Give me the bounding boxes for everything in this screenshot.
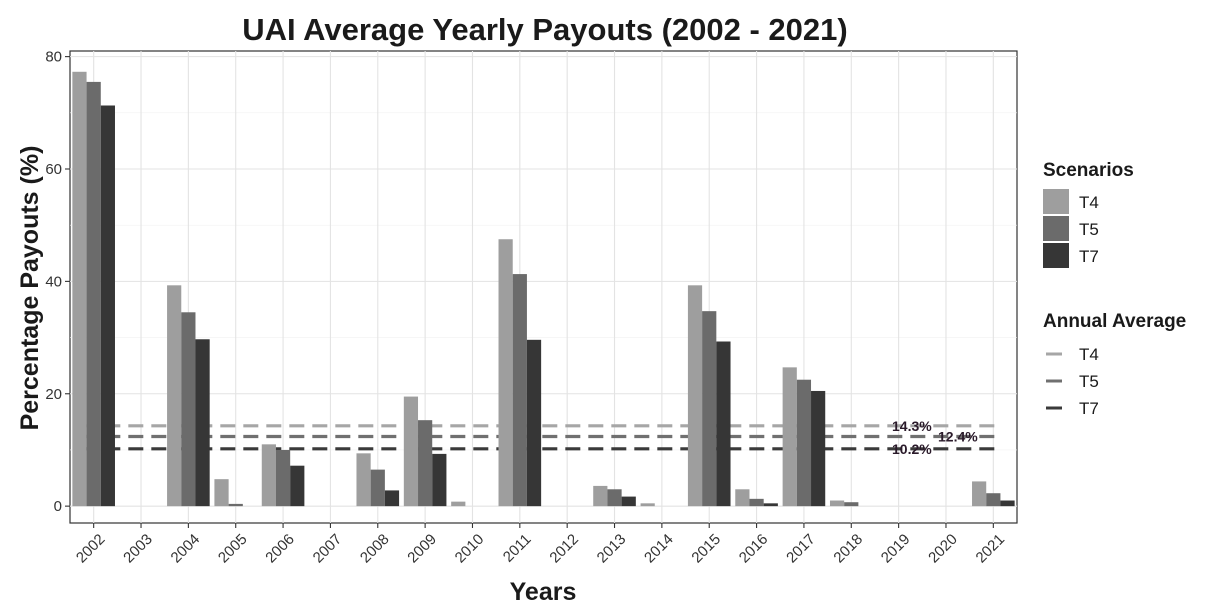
x-tick-label: 2019 (878, 531, 914, 567)
bars (72, 71, 1015, 507)
x-tick-label: 2007 (310, 531, 346, 567)
legend-label-t5: T5 (1079, 220, 1099, 239)
bar-t4-2009 (403, 396, 419, 507)
x-tick-label: 2004 (168, 531, 204, 567)
x-tick-label: 2009 (404, 531, 440, 567)
average-label-t7: 10.2% (892, 441, 932, 457)
x-tick-label: 2012 (546, 531, 582, 567)
y-tick-label: 20 (45, 386, 62, 403)
x-tick-label: 2005 (215, 531, 251, 567)
bar-t7-2006 (290, 465, 305, 507)
bar-t7-2002 (100, 105, 115, 507)
bar-t4-2018 (829, 500, 845, 507)
legend: Scenarios T4 T5 T7 Annual Average T4 T5 T7 (1043, 160, 1186, 418)
legend-average-label-t7: T7 (1079, 399, 1099, 418)
x-axis-title: Years (510, 578, 577, 603)
legend-key-t5 (1043, 216, 1069, 241)
bar-t5-2017 (796, 379, 812, 507)
bar-t5-2011 (512, 274, 527, 507)
x-tick-label: 2008 (357, 531, 393, 567)
x-tick-label: 2016 (736, 531, 772, 567)
legend-label-t4: T4 (1079, 193, 1099, 212)
legend-title-annual-average: Annual Average (1043, 311, 1186, 332)
x-tick-label: 2003 (120, 531, 156, 567)
bar-t5-2015 (702, 311, 717, 507)
x-tick-label: 2002 (73, 531, 109, 567)
bar-t4-2016 (735, 489, 750, 507)
bar-t5-2018 (844, 502, 859, 507)
bar-t7-2009 (432, 453, 447, 507)
bar-t4-2011 (498, 239, 513, 507)
bar-t7-2011 (526, 339, 542, 507)
bar-t4-2002 (72, 71, 87, 507)
legend-title-scenarios: Scenarios (1043, 160, 1134, 181)
chart-title: UAI Average Yearly Payouts (2002 - 2021) (242, 12, 847, 47)
x-tick-label: 2017 (783, 531, 819, 567)
bar-t4-2005 (214, 479, 229, 507)
bar-t5-2008 (370, 469, 385, 507)
bar-t5-2013 (607, 489, 622, 507)
bar-t5-2002 (86, 81, 101, 507)
x-tick-label: 2018 (830, 531, 866, 567)
y-axis-title: Percentage Payouts (%) (16, 146, 44, 431)
x-tick-label: 2013 (594, 531, 630, 567)
bar-t5-2009 (418, 420, 433, 507)
bar-t5-2021 (986, 493, 1001, 507)
legend-average-label-t5: T5 (1079, 372, 1099, 391)
average-lines (82, 424, 998, 451)
x-tick-label: 2020 (925, 531, 961, 567)
bar-t4-2010 (451, 501, 466, 507)
y-tick-label: 40 (45, 273, 62, 290)
bar-t4-2017 (782, 367, 797, 507)
legend-average-label-t4: T4 (1079, 345, 1099, 364)
y-axis: 0 20 40 60 80 (45, 49, 70, 515)
bar-t4-2006 (261, 444, 276, 507)
bar-t4-2008 (356, 453, 371, 507)
bar-t7-2013 (621, 496, 636, 507)
legend-label-t7: T7 (1079, 247, 1099, 266)
y-tick-label: 80 (45, 49, 62, 66)
bar-t7-2017 (811, 390, 826, 507)
bar-t5-2004 (181, 312, 196, 507)
average-labels: 14.3% 12.4% 10.2% (892, 418, 978, 457)
y-tick-label: 0 (54, 498, 62, 515)
bar-t5-2005 (228, 503, 243, 507)
x-tick-label: 2006 (262, 531, 298, 567)
x-tick-label: 2014 (641, 531, 677, 567)
average-label-t5: 12.4% (938, 428, 978, 444)
bar-t7-2008 (384, 490, 400, 507)
bar-t7-2016 (763, 503, 778, 507)
bar-t7-2021 (1000, 500, 1015, 507)
average-label-t4: 14.3% (892, 418, 932, 434)
bar-t7-2004 (195, 339, 210, 507)
bar-t4-2013 (593, 485, 608, 507)
legend-key-t7 (1043, 243, 1069, 268)
x-tick-label: 2010 (452, 531, 488, 567)
bar-t5-2006 (275, 449, 291, 507)
bar-t4-2004 (167, 285, 182, 507)
x-tick-label: 2015 (688, 531, 724, 567)
plot-panel (69, 50, 1018, 524)
bar-t7-2015 (716, 341, 731, 507)
x-tick-label: 2021 (973, 531, 1009, 567)
bar-t4-2021 (972, 481, 987, 507)
bar-t5-2016 (749, 498, 764, 507)
bar-t4-2015 (687, 285, 703, 507)
x-tick-label: 2011 (500, 531, 535, 566)
bar-t4-2014 (640, 503, 655, 507)
legend-key-t4 (1043, 189, 1069, 214)
x-axis: 2002 2003 2004 2005 2006 2007 2008 2009 2010 2011… (73, 523, 1008, 566)
y-tick-label: 60 (45, 161, 62, 178)
